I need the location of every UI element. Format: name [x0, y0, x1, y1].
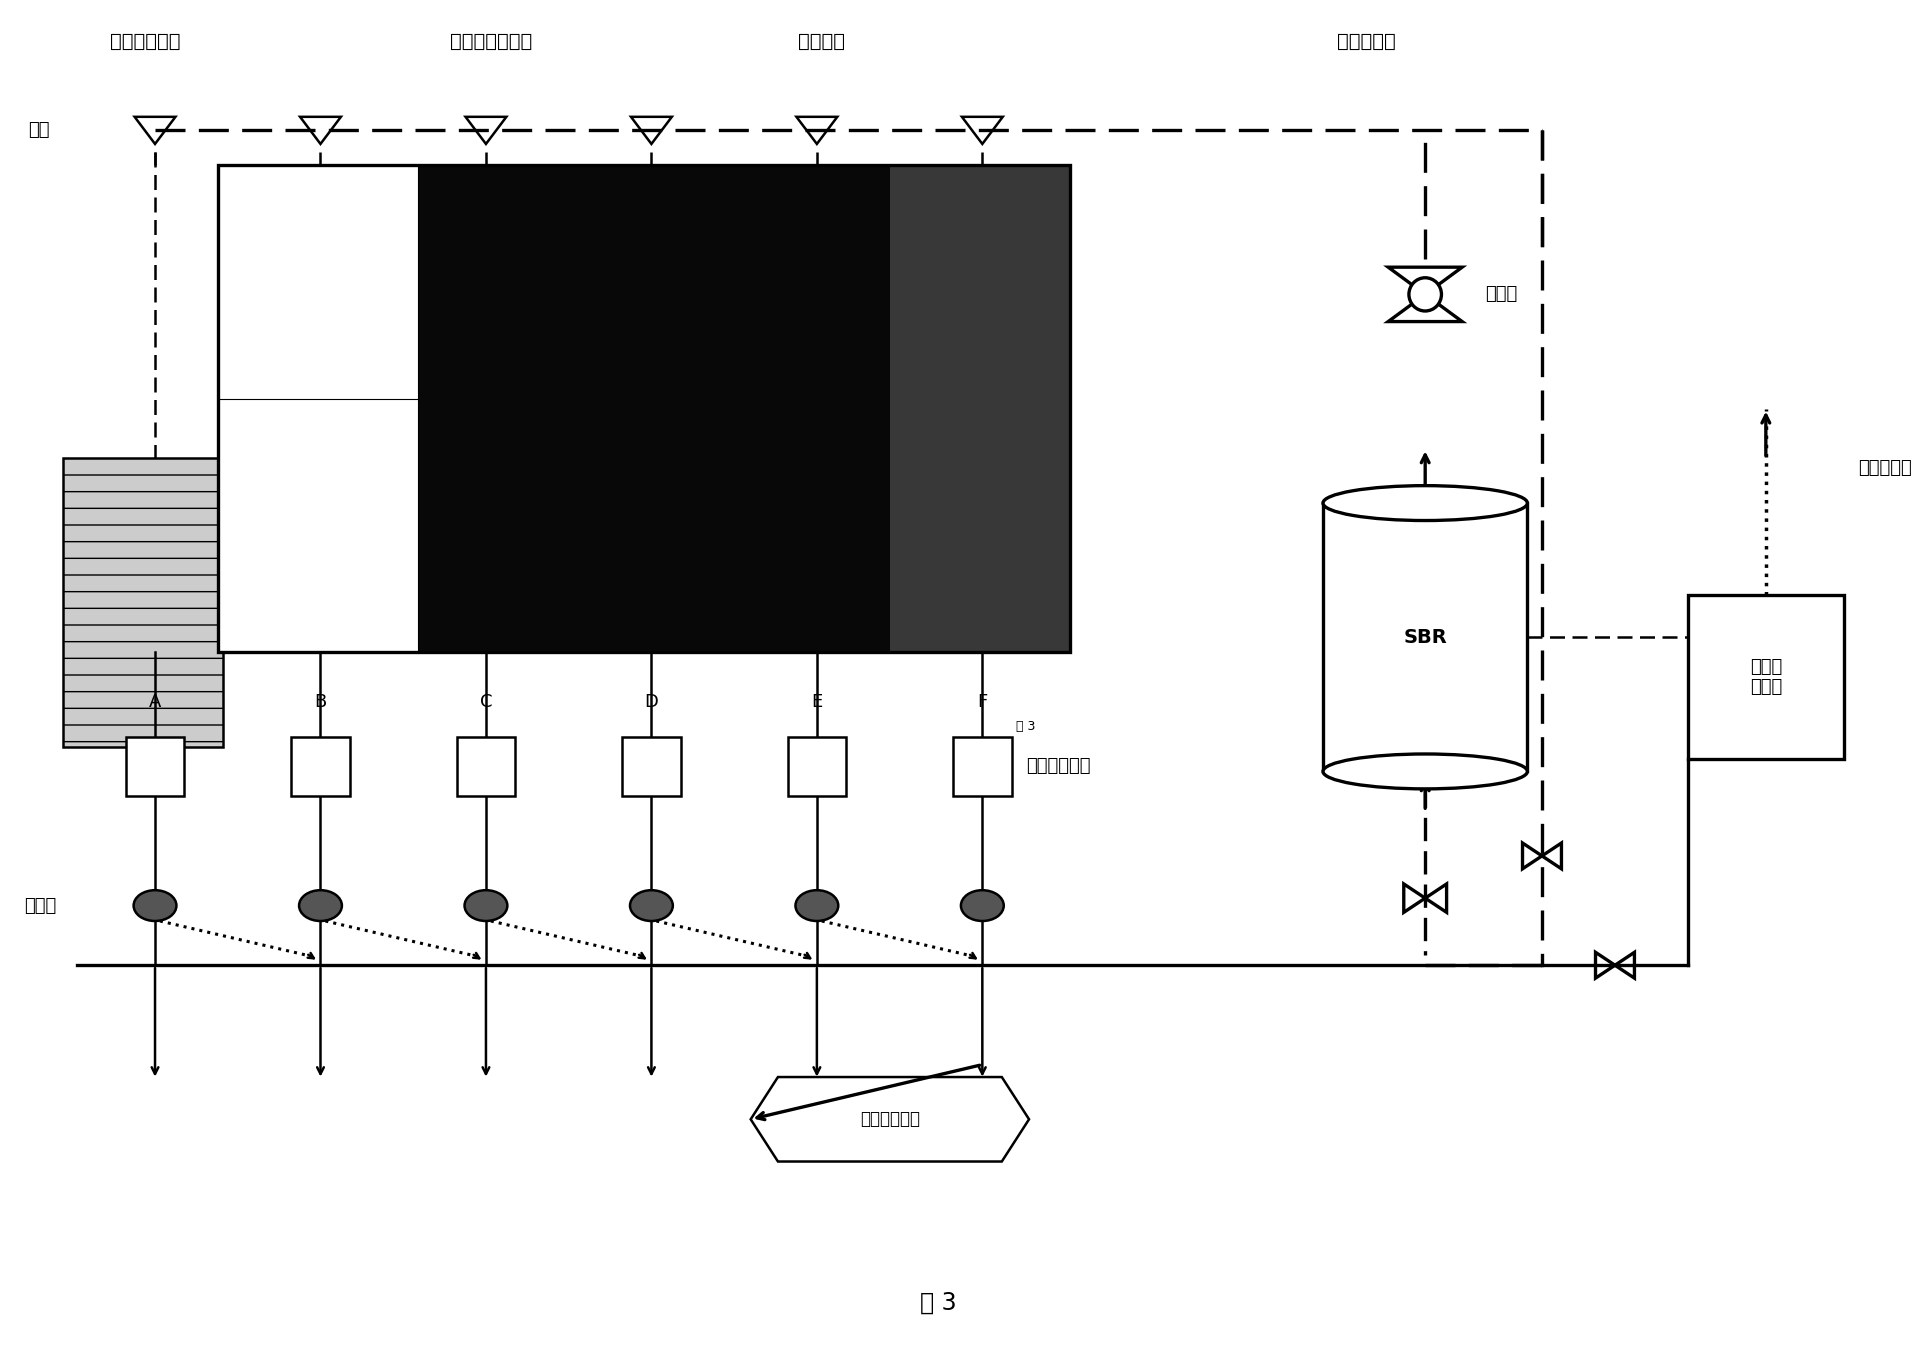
Bar	[219, 166, 418, 653]
Text: 图 3: 图 3	[1017, 721, 1036, 733]
Text: 正在填埋区域: 正在填埋区域	[109, 31, 180, 50]
Text: D: D	[645, 693, 658, 711]
Ellipse shape	[796, 890, 839, 921]
Text: 现场物
化处理: 现场物 化处理	[1750, 658, 1783, 696]
Text: A: A	[150, 693, 161, 711]
Text: 污水处理厂: 污水处理厂	[1858, 459, 1911, 478]
Ellipse shape	[1322, 486, 1528, 521]
Bar	[219, 166, 1071, 653]
Bar	[457, 737, 514, 797]
Text: 提升泵: 提升泵	[1485, 285, 1518, 304]
Text: 稳定产甲烷区域: 稳定产甲烷区域	[449, 31, 532, 50]
Text: B: B	[315, 693, 326, 711]
Bar	[1689, 594, 1844, 759]
Text: 双向阀: 双向阀	[23, 897, 56, 915]
Bar	[418, 166, 890, 653]
Ellipse shape	[299, 890, 342, 921]
Text: 渗滤液回灌: 渗滤液回灌	[1338, 31, 1397, 50]
Circle shape	[1409, 278, 1441, 311]
Bar	[63, 459, 223, 746]
Bar	[622, 737, 681, 797]
Ellipse shape	[1322, 754, 1528, 788]
Text: 图 3: 图 3	[921, 1291, 958, 1315]
Bar	[954, 737, 1011, 797]
Bar	[890, 166, 1071, 653]
Text: E: E	[812, 693, 823, 711]
Ellipse shape	[961, 890, 1004, 921]
Bar	[127, 737, 184, 797]
Text: 开关: 开关	[29, 121, 50, 140]
Ellipse shape	[134, 890, 177, 921]
Text: 渗滤液收集池: 渗滤液收集池	[1027, 757, 1090, 775]
Bar	[1322, 503, 1528, 771]
Ellipse shape	[464, 890, 507, 921]
Ellipse shape	[629, 890, 674, 921]
Bar	[292, 737, 349, 797]
Text: F: F	[977, 693, 988, 711]
Text: SBR: SBR	[1403, 628, 1447, 647]
Text: C: C	[480, 693, 491, 711]
Bar	[787, 737, 846, 797]
Text: 稳定区域: 稳定区域	[798, 31, 844, 50]
Text: 渗滤液调节池: 渗滤液调节池	[860, 1110, 919, 1128]
